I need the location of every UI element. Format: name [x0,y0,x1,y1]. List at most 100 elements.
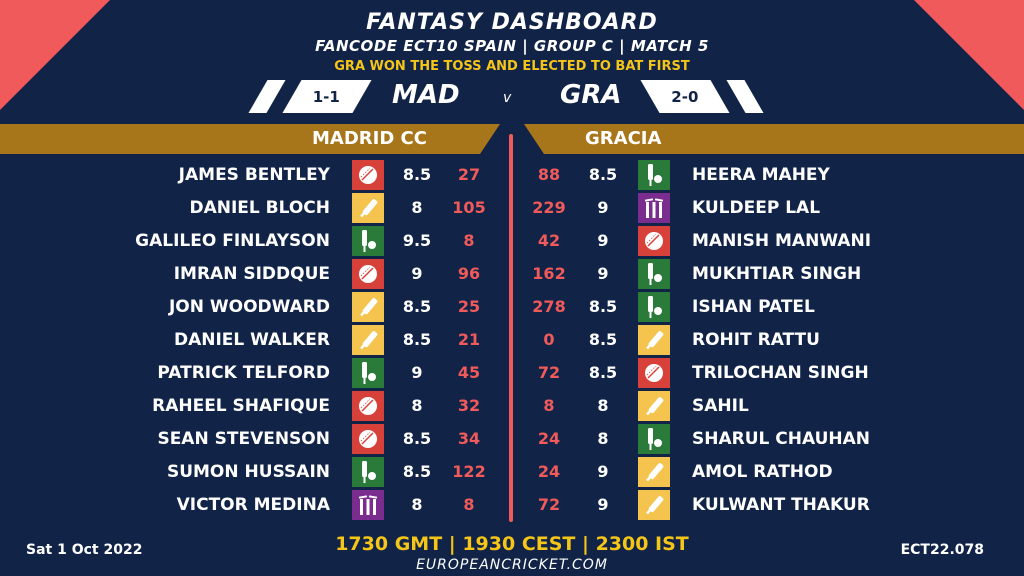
player-credit: 8.5 [402,330,432,349]
left-record: 1-1 [313,87,341,106]
right-team-name: GRACIA [585,128,662,149]
player-name: DANIEL BLOCH [189,198,330,218]
player-credit: 9 [597,264,609,283]
player-points: 27 [457,165,481,184]
left-player-row: IMRAN SIDDQUE 9 96 [0,259,505,289]
player-name: KULWANT THAKUR [692,495,870,515]
right-player-row: 72 8.5 TRILOCHAN SINGH [520,358,1024,388]
right-player-row: 0 8.5 ROHIT RATTU [520,325,1024,355]
left-player-row: JAMES BENTLEY 8.5 27 [0,160,505,190]
allrounder-icon [352,226,384,256]
player-points: 105 [452,198,486,217]
batter-icon [638,391,670,421]
player-name: JAMES BENTLEY [178,165,330,185]
player-name: TRILOCHAN SINGH [692,363,869,383]
player-credit: 8 [597,429,609,448]
right-player-row: 42 9 MANISH MANWANI [520,226,1024,256]
player-points: 96 [457,264,481,283]
left-player-row: RAHEEL SHAFIQUE 8 32 [0,391,505,421]
player-name: DANIEL WALKER [173,330,330,350]
allrounder-icon [352,457,384,487]
stripe-decoration [726,80,764,113]
left-player-row: SEAN STEVENSON 8.5 34 [0,424,505,454]
player-points: 0 [543,330,555,349]
right-player-row: 8 8 SAHIL [520,391,1024,421]
allrounder-icon [638,259,670,289]
left-record-box: 1-1 [282,80,372,113]
bowler-icon [638,358,670,388]
batter-icon [638,325,670,355]
allrounder-icon [352,358,384,388]
left-player-row: VICTOR MEDINA 8 8 [0,490,505,520]
left-team-code: MAD [392,80,460,110]
player-points: 25 [457,297,481,316]
player-name: GALILEO FINLAYSON [135,231,330,251]
player-points: 162 [532,264,566,283]
right-team-band [524,124,1024,154]
player-name: JON WOODWARD [168,297,330,317]
right-record: 2-0 [671,87,699,106]
bowler-icon [352,259,384,289]
batter-icon [352,325,384,355]
right-record-box: 2-0 [640,80,730,113]
corner-decoration-right [914,0,1024,110]
player-points: 72 [537,363,561,382]
player-points: 42 [537,231,561,250]
player-credit: 8.5 [588,297,618,316]
bowler-icon [352,424,384,454]
batter-icon [352,292,384,322]
player-credit: 8.5 [402,297,432,316]
match-date: Sat 1 Oct 2022 [26,542,143,558]
right-player-row: 24 9 AMOL RATHOD [520,457,1024,487]
left-team-band [0,124,500,154]
left-player-row: DANIEL BLOCH 8 105 [0,193,505,223]
batter-icon [638,457,670,487]
player-name: KULDEEP LAL [692,198,821,218]
player-points: 34 [457,429,481,448]
right-player-row: 229 9 KULDEEP LAL [520,193,1024,223]
player-name: VICTOR MEDINA [176,495,330,515]
wicketkeeper-icon [638,193,670,223]
wicketkeeper-icon [352,490,384,520]
player-points: 32 [457,396,481,415]
player-credit: 8 [411,198,423,217]
player-points: 24 [537,462,561,481]
player-credit: 9 [597,495,609,514]
player-credit: 8 [597,396,609,415]
right-player-row: 72 9 KULWANT THAKUR [520,490,1024,520]
player-points: 45 [457,363,481,382]
player-points: 8 [543,396,555,415]
allrounder-icon [638,292,670,322]
player-points: 21 [457,330,481,349]
player-name: RAHEEL SHAFIQUE [152,396,330,416]
right-player-row: 162 9 MUKHTIAR SINGH [520,259,1024,289]
player-credit: 8.5 [588,165,618,184]
player-name: PATRICK TELFORD [157,363,330,383]
player-points: 88 [537,165,561,184]
center-divider [509,134,513,522]
player-points: 8 [463,231,475,250]
left-player-row: SUMON HUSSAIN 8.5 122 [0,457,505,487]
player-name: MANISH MANWANI [692,231,872,251]
player-credit: 8 [411,495,423,514]
player-name: IMRAN SIDDQUE [173,264,330,284]
allrounder-icon [638,160,670,190]
player-name: HEERA MAHEY [692,165,830,185]
player-points: 122 [452,462,486,481]
right-player-row: 24 8 SHARUL CHAUHAN [520,424,1024,454]
match-code: ECT22.078 [900,542,984,558]
player-name: MUKHTIAR SINGH [692,264,862,284]
player-points: 229 [532,198,566,217]
player-name: SEAN STEVENSON [157,429,330,449]
stripe-decoration [248,80,286,113]
player-credit: 8 [411,396,423,415]
player-credit: 8.5 [402,165,432,184]
player-name: SHARUL CHAUHAN [692,429,871,449]
player-points: 8 [463,495,475,514]
bowler-icon [352,391,384,421]
player-name: SUMON HUSSAIN [166,462,330,482]
batter-icon [352,193,384,223]
player-name: AMOL RATHOD [692,462,833,482]
player-credit: 8.5 [588,363,618,382]
left-player-row: GALILEO FINLAYSON 9.5 8 [0,226,505,256]
